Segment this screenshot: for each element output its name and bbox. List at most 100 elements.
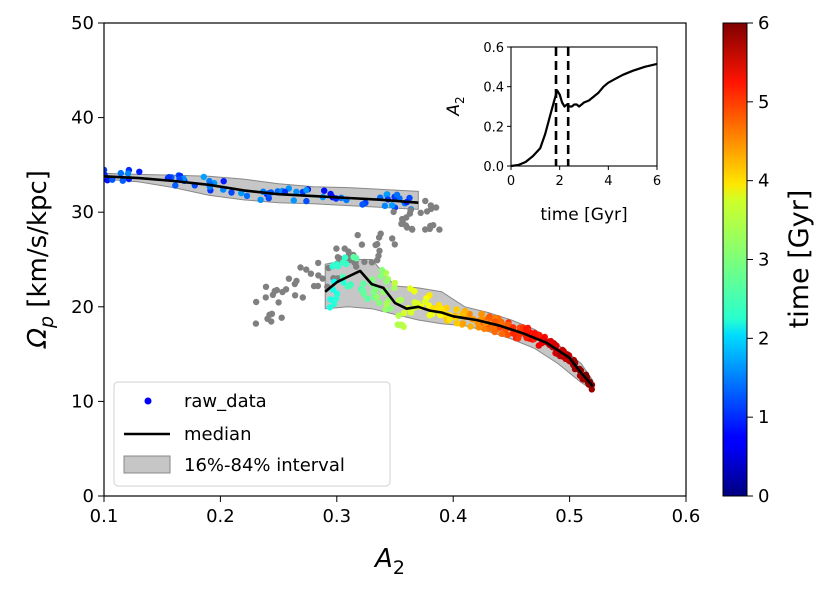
inset-x-label: time [Gyr] xyxy=(540,205,627,225)
raw-data-point xyxy=(117,169,125,177)
raw-data-point xyxy=(535,342,542,349)
colorbar-tick-label: 1 xyxy=(758,407,769,428)
raw-data-point xyxy=(252,320,260,327)
raw-data-point xyxy=(407,285,414,292)
raw-data-point xyxy=(265,195,272,202)
raw-data-point xyxy=(310,282,318,290)
raw-data-point xyxy=(421,298,429,306)
raw-data-point xyxy=(388,202,396,209)
y-tick-label: 40 xyxy=(71,108,94,129)
main-y-ticks: 0 10 20 30 40 50 xyxy=(71,13,104,507)
raw-data-point xyxy=(397,296,405,304)
colorbar-ticks: 0 1 2 3 4 5 6 xyxy=(747,13,769,507)
raw-data-point xyxy=(536,331,543,339)
x-tick-label: 0.2 xyxy=(206,506,235,527)
colorbar xyxy=(722,22,748,497)
raw-data-point xyxy=(104,177,111,184)
raw-data-point xyxy=(375,234,383,241)
colorbar-tick-label: 3 xyxy=(758,250,769,271)
raw-data-point xyxy=(303,186,310,194)
raw-data-point xyxy=(268,318,275,325)
raw-data-point xyxy=(290,197,297,204)
y-tick-label: 0 xyxy=(83,486,94,507)
raw-data-point xyxy=(375,252,382,260)
raw-data-point xyxy=(588,386,595,393)
raw-data-point xyxy=(391,284,398,291)
legend-raw-data-marker xyxy=(144,397,152,405)
raw-data-point xyxy=(443,304,450,312)
raw-data-point xyxy=(378,266,386,274)
raw-data-point xyxy=(172,182,179,189)
raw-data-point xyxy=(373,293,380,301)
raw-data-point xyxy=(291,280,298,288)
raw-data-point xyxy=(391,241,398,248)
raw-data-point xyxy=(403,224,411,231)
raw-data-point xyxy=(446,316,453,323)
raw-data-point xyxy=(364,295,371,302)
raw-data-point xyxy=(361,258,368,266)
raw-data-point xyxy=(376,299,383,306)
raw-data-point xyxy=(438,305,445,313)
raw-data-point xyxy=(432,204,440,211)
raw-data-point xyxy=(390,208,397,216)
raw-data-point xyxy=(293,188,300,195)
inset-y-ticks: 0.0 0.2 0.4 0.6 xyxy=(483,41,511,175)
inset-x-tick-label: 4 xyxy=(604,174,612,189)
raw-data-point xyxy=(307,270,315,277)
raw-data-point xyxy=(475,324,482,331)
raw-data-point xyxy=(299,294,306,301)
raw-data-point xyxy=(321,187,328,194)
raw-data-point xyxy=(275,299,282,306)
raw-data-point xyxy=(360,280,367,287)
raw-data-point xyxy=(315,259,322,267)
x-tick-label: 0.6 xyxy=(672,506,701,527)
raw-data-point xyxy=(389,235,396,242)
colorbar-tick-label: 0 xyxy=(758,486,769,507)
inset-x-tick-label: 6 xyxy=(653,174,661,189)
raw-data-point xyxy=(399,218,406,225)
raw-data-point xyxy=(278,314,285,321)
raw-data-point xyxy=(273,286,280,294)
raw-data-point xyxy=(422,197,429,205)
colorbar-tick-label: 2 xyxy=(758,328,769,349)
raw-data-point xyxy=(547,337,555,345)
legend: raw_data median 16%-84% interval xyxy=(113,381,391,487)
raw-data-point xyxy=(359,201,366,208)
raw-data-point xyxy=(515,335,522,342)
raw-data-point xyxy=(368,259,376,266)
legend-label-median: median xyxy=(184,424,251,445)
raw-data-point xyxy=(333,245,340,252)
raw-data-point xyxy=(387,305,394,312)
raw-data-point xyxy=(330,300,338,308)
raw-data-point xyxy=(395,312,402,319)
y-tick-label: 30 xyxy=(71,202,94,223)
raw-data-point xyxy=(498,330,505,337)
raw-data-point xyxy=(291,292,299,299)
inset-background xyxy=(511,47,657,166)
raw-data-point xyxy=(408,225,416,233)
raw-data-point xyxy=(459,310,466,317)
x-tick-label: 0.5 xyxy=(555,506,584,527)
raw-data-point xyxy=(486,313,493,320)
raw-data-point xyxy=(268,310,276,317)
raw-data-point xyxy=(391,279,398,287)
raw-data-point xyxy=(279,288,286,296)
inset-curve xyxy=(510,47,658,168)
raw-data-point xyxy=(124,170,132,177)
main-axes-frame xyxy=(103,22,687,497)
raw-data-point xyxy=(522,326,530,333)
raw-data-point xyxy=(400,310,408,317)
legend-interval-marker xyxy=(123,455,171,474)
raw-data-point xyxy=(383,300,390,307)
raw-data-point xyxy=(369,276,376,283)
raw-data-point xyxy=(257,196,264,203)
median-lines xyxy=(104,175,594,388)
raw-data-point xyxy=(269,291,277,299)
raw-data-point xyxy=(319,275,326,282)
main-x-ticks: 0.1 0.2 0.3 0.4 0.5 0.6 xyxy=(90,496,701,527)
interval-bands xyxy=(104,172,594,391)
raw-data-point xyxy=(453,306,460,313)
raw-data-point xyxy=(382,306,389,313)
raw-data-point xyxy=(253,298,260,306)
